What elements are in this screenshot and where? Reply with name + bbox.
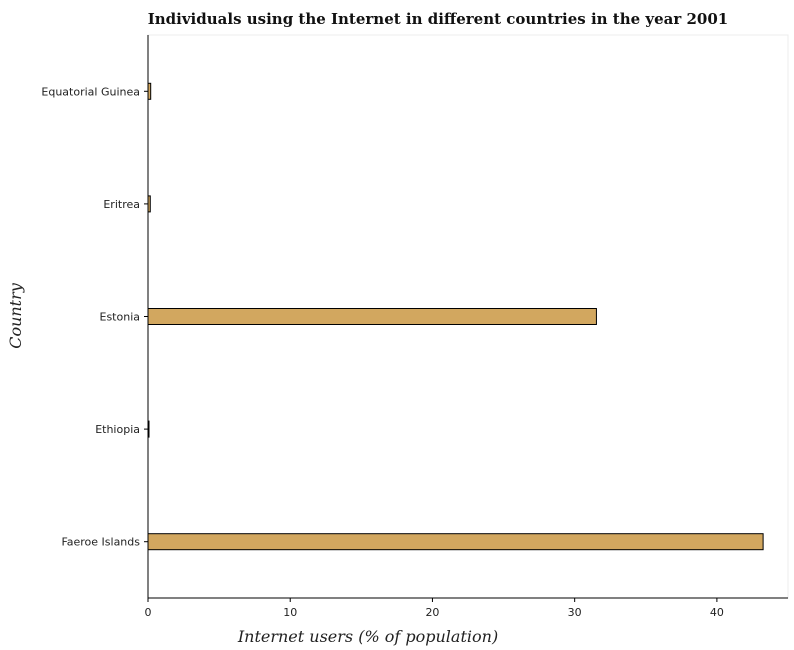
chart-title: Individuals using the Internet in differ… (148, 10, 729, 28)
y-axis-title: Country (6, 282, 25, 349)
x-tick-label: 20 (425, 606, 439, 619)
y-tick-label: Ethiopia (95, 423, 140, 436)
y-tick-label: Estonia (100, 311, 141, 324)
x-axis-title: Internet users (% of population) (237, 627, 498, 646)
x-tick-label: 40 (710, 606, 724, 619)
y-tick-label: Eritrea (103, 198, 140, 211)
y-tick-label: Equatorial Guinea (41, 85, 140, 98)
y-axis-ticks: Equatorial Guinea Eritrea Estonia Ethiopia F… (41, 85, 148, 549)
x-tick-label: 30 (568, 606, 582, 619)
bar-estonia (147, 308, 597, 325)
bar-faeroe-islands (147, 533, 764, 551)
x-tick-label: 10 (283, 606, 297, 619)
bars-layer (147, 82, 764, 551)
y-tick-label: Faeroe Islands (61, 536, 140, 549)
x-tick-label: 0 (145, 606, 152, 619)
x-axis-ticks: 0 10 20 30 40 (145, 598, 724, 619)
